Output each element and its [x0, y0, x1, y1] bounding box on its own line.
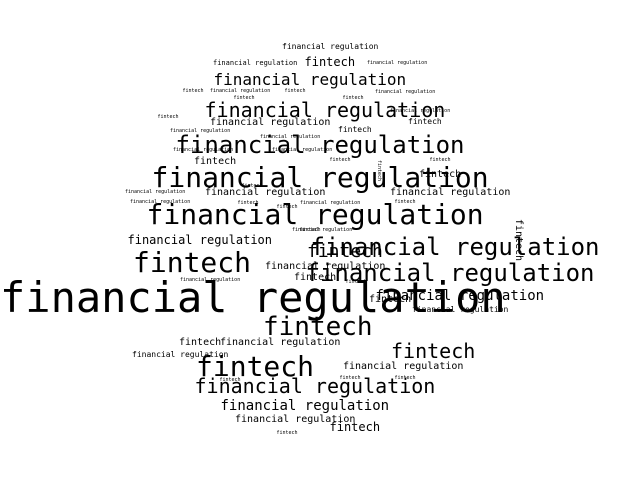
word-54: fintech: [263, 312, 373, 342]
word-19: fintech: [338, 125, 372, 134]
word-0: financial regulation: [282, 42, 379, 51]
word-60: financial regulation: [343, 361, 464, 372]
word-65: financial regulation: [220, 398, 390, 414]
word-35: fintech: [241, 182, 263, 189]
word-57: fintech: [391, 339, 476, 363]
word-14: financial regulation: [210, 117, 331, 128]
word-23: financial regulation: [125, 188, 186, 195]
word-64: fintech: [339, 374, 361, 381]
word-62: fintech: [394, 374, 416, 381]
word-58: financial regulation: [132, 350, 229, 359]
word-25: financial regulation: [390, 187, 511, 198]
word-4: financial regulation: [213, 70, 407, 89]
word-33: fintech: [375, 159, 382, 181]
word-50: financial regulation: [0, 273, 506, 322]
word-44: financial regulation: [265, 261, 386, 272]
word-43: fintech: [133, 246, 252, 279]
word-56: financial regulation: [220, 337, 341, 348]
word-48: financial regulation: [180, 276, 241, 283]
word-16: financial regulation: [170, 127, 231, 134]
word-15: fintech: [408, 117, 442, 126]
word-7: fintech: [284, 87, 306, 94]
word-5: fintech: [182, 87, 204, 94]
word-49: fintech: [345, 278, 367, 285]
word-59: fintech: [196, 350, 315, 383]
word-3: financial regulation: [367, 59, 428, 66]
word-52: financial regulation: [375, 288, 545, 304]
word-13: fintech: [157, 113, 179, 120]
word-6: financial regulation: [210, 87, 271, 94]
word-46: financial regulation: [305, 259, 595, 287]
word-51: fintech: [369, 294, 412, 305]
word-66: financial regulation: [235, 414, 356, 425]
word-40: fintech: [299, 226, 321, 233]
word-30: financial regulation: [300, 199, 361, 206]
word-34: fintech: [419, 169, 462, 180]
word-39: financial regulation: [127, 233, 273, 247]
word-37: financial regulation: [146, 198, 484, 231]
word-11: fintech: [342, 94, 364, 101]
word-63: fintech: [219, 376, 241, 383]
word-22: financial regulation: [151, 161, 489, 194]
word-53: financial regulation: [412, 305, 509, 314]
word-27: fintech: [329, 156, 351, 163]
word-28: financial regulation: [130, 198, 191, 205]
word-68: fintech: [329, 420, 381, 434]
word-10: fintech: [233, 94, 255, 101]
word-9: financial regulation: [204, 98, 446, 122]
word-1: financial regulation: [213, 58, 298, 67]
word-24: financial regulation: [205, 187, 326, 198]
word-32: fintech: [276, 203, 298, 210]
word-29: fintech: [394, 198, 416, 205]
word-26: fintech: [194, 156, 237, 167]
word-41: fintech: [307, 241, 383, 262]
word-18: financial regulation: [175, 131, 465, 159]
word-61: financial regulation: [194, 374, 436, 398]
word-8: financial regulation: [375, 88, 436, 95]
word-31: fintech: [237, 199, 259, 206]
word-21: financial regulation: [173, 146, 234, 153]
word-2: fintech: [304, 55, 356, 69]
word-47: fintech: [294, 272, 337, 283]
word-17: financial regulation: [260, 133, 321, 140]
word-36: fintech: [429, 156, 451, 163]
word-20: financial regulation: [272, 146, 333, 153]
word-45: financial regulation: [292, 226, 353, 233]
word-67: fintech: [276, 429, 298, 436]
word-55: fintech: [179, 337, 222, 348]
word-42: financial regulation: [310, 233, 600, 261]
word-12: financial regulation: [390, 107, 451, 114]
